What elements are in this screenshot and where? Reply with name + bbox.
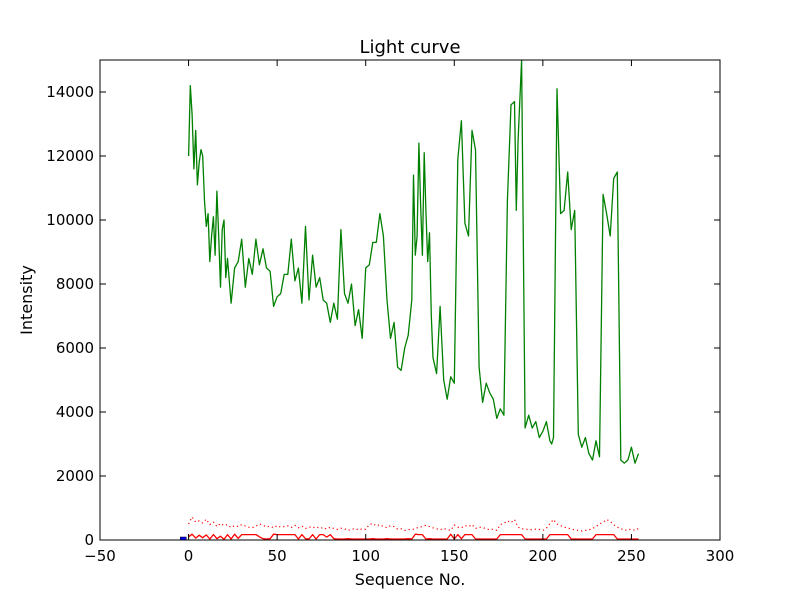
series-line-0 [187,60,640,464]
y-tick-label: 10000 [46,211,94,229]
plot-content [180,60,640,540]
y-tick-label: 0 [84,531,94,549]
x-axis: −50 0 50 100 150 200 250 300 [84,60,734,565]
series-line-1 [188,533,639,540]
y-tick-label: 2000 [56,467,94,485]
y-tick-label: 6000 [56,339,94,357]
x-tick-label: 50 [268,547,287,565]
x-tick-label: −50 [84,547,116,565]
y-tick-label: 4000 [56,403,94,421]
x-tick-label: 250 [617,547,646,565]
x-tick-label: 0 [184,547,194,565]
series-line-2 [188,516,639,532]
y-axis-label: Intensity [17,265,36,335]
x-axis-label: Sequence No. [355,570,466,589]
x-tick-label: 100 [351,547,380,565]
y-tick-label: 14000 [46,83,94,101]
y-tick-label: 8000 [56,275,94,293]
y-tick-label: 12000 [46,147,94,165]
chart-title: Light curve [359,37,460,58]
y-axis: 0 2000 4000 6000 8000 10000 12000 14000 [46,83,720,549]
data-point-marker [180,536,187,540]
x-tick-label: 300 [706,547,735,565]
x-tick-label: 200 [529,547,558,565]
plot-frame [99,59,721,541]
x-tick-label: 150 [440,547,469,565]
